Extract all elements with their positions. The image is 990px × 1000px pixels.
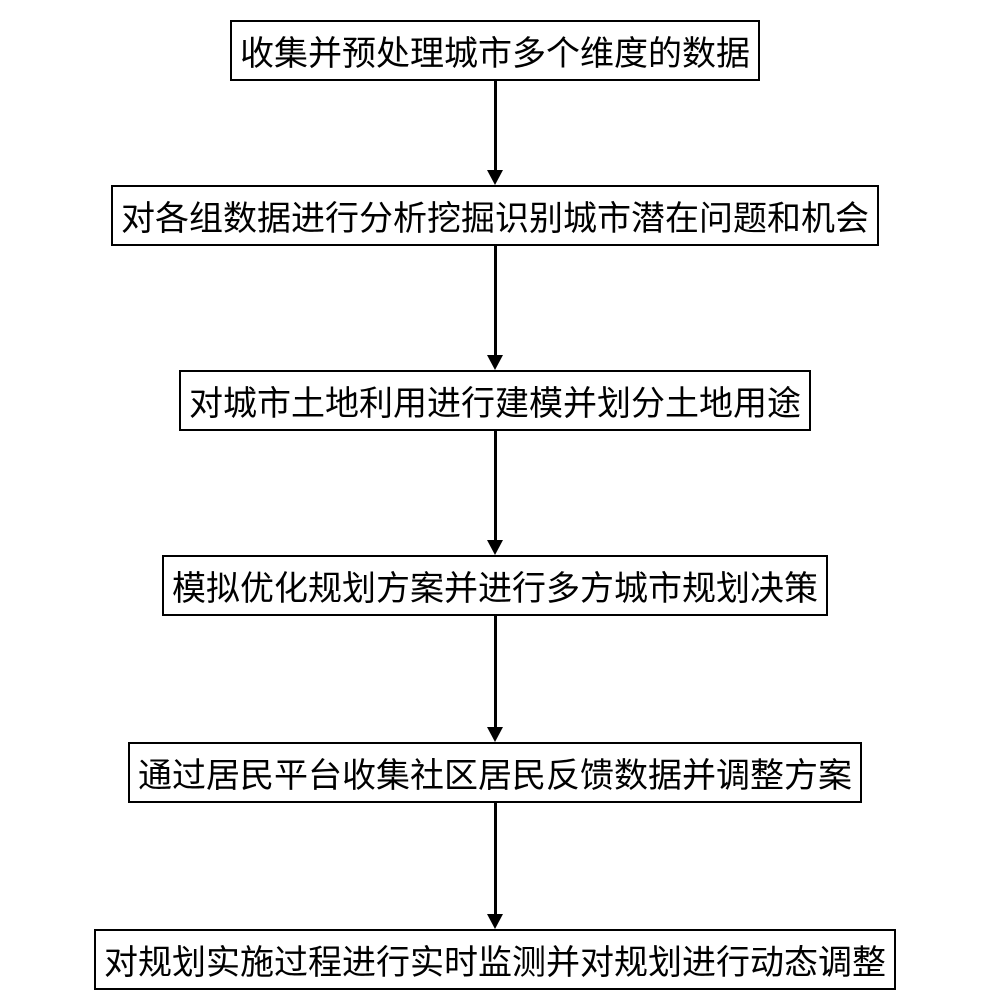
arrow-head-icon — [487, 355, 503, 370]
node-label: 通过居民平台收集社区居民反馈数据并调整方案 — [138, 758, 852, 795]
arrow-line-icon — [494, 431, 497, 540]
flow-arrow — [487, 81, 503, 185]
flow-arrow — [487, 431, 503, 555]
arrow-line-icon — [494, 246, 497, 355]
node-label: 对城市土地利用进行建模并划分土地用途 — [189, 386, 801, 423]
arrow-head-icon — [487, 727, 503, 742]
flowchart-container: 收集并预处理城市多个维度的数据 对各组数据进行分析挖掘识别城市潜在问题和机会 对… — [94, 20, 896, 990]
arrow-line-icon — [494, 81, 497, 170]
flow-node-analyze-data: 对各组数据进行分析挖掘识别城市潜在问题和机会 — [111, 185, 879, 246]
flow-arrow — [487, 803, 503, 929]
arrow-head-icon — [487, 170, 503, 185]
flow-arrow — [487, 246, 503, 370]
node-label: 收集并预处理城市多个维度的数据 — [240, 36, 750, 73]
flow-node-collect-feedback: 通过居民平台收集社区居民反馈数据并调整方案 — [128, 742, 862, 803]
flow-node-model-land: 对城市土地利用进行建模并划分土地用途 — [179, 370, 811, 431]
arrow-line-icon — [494, 616, 497, 727]
arrow-line-icon — [494, 803, 497, 914]
flow-node-simulate-plan: 模拟优化规划方案并进行多方城市规划决策 — [162, 555, 828, 616]
node-label: 模拟优化规划方案并进行多方城市规划决策 — [172, 571, 818, 608]
arrow-head-icon — [487, 914, 503, 929]
node-label: 对规划实施过程进行实时监测并对规划进行动态调整 — [104, 945, 886, 982]
node-label: 对各组数据进行分析挖掘识别城市潜在问题和机会 — [121, 201, 869, 238]
flow-node-monitor-adjust: 对规划实施过程进行实时监测并对规划进行动态调整 — [94, 929, 896, 990]
arrow-head-icon — [487, 540, 503, 555]
flow-node-collect-data: 收集并预处理城市多个维度的数据 — [230, 20, 760, 81]
flow-arrow — [487, 616, 503, 742]
